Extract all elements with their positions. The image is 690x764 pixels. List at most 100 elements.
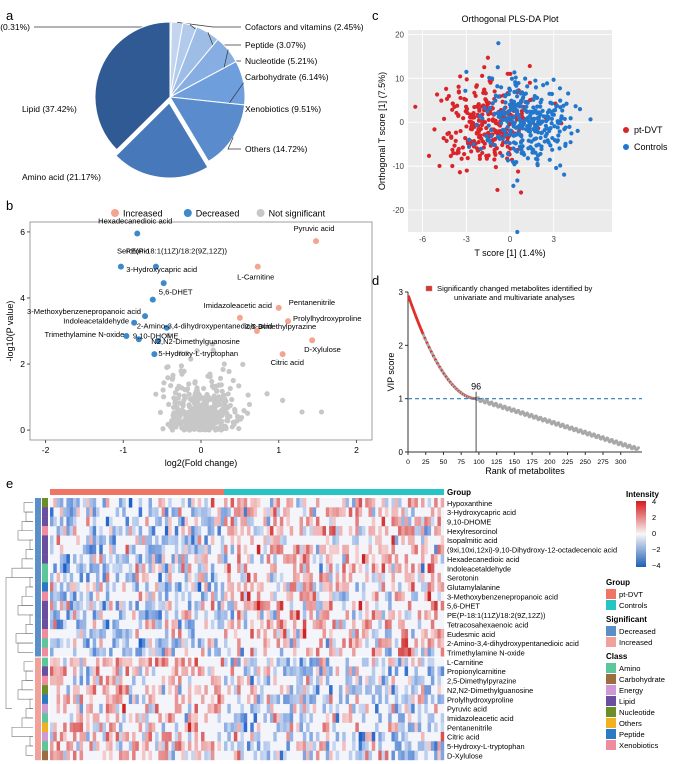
heatmap-cell xyxy=(220,610,225,620)
opls-point-pt-dvt xyxy=(488,80,493,85)
heatmap-cell xyxy=(424,544,428,555)
heatmap-cell xyxy=(145,722,149,733)
opls-point-pt-dvt xyxy=(486,117,491,123)
heatmap-cell xyxy=(325,713,330,723)
heatmap-row-label: Citric acid xyxy=(447,733,479,742)
heatmap-cell xyxy=(151,591,156,602)
heatmap-row-class xyxy=(42,675,48,686)
heatmap-cell xyxy=(79,619,84,630)
heatmap-cell xyxy=(174,694,179,705)
heatmap-cell xyxy=(86,544,90,555)
heatmap-cell xyxy=(309,572,313,583)
heatmap-cell xyxy=(332,722,336,733)
heatmap-cell xyxy=(250,498,254,508)
heatmap-cell xyxy=(184,713,189,723)
heatmap-cell xyxy=(76,694,80,705)
opls-point-pt-dvt xyxy=(465,156,470,161)
heatmap-cell xyxy=(421,544,425,555)
heatmap-cell xyxy=(378,544,382,555)
heatmap-cell xyxy=(50,647,54,658)
vip-xtick-label: 250 xyxy=(580,459,592,466)
heatmap-cell xyxy=(427,526,432,536)
volcano-point-label: 5-Hydroxy-L-tryptophan xyxy=(158,349,238,358)
heatmap-cell xyxy=(398,657,402,667)
heatmap-cell xyxy=(309,591,313,602)
heatmap-cell xyxy=(102,619,107,630)
heatmap-cell xyxy=(214,685,218,695)
heatmap-cell xyxy=(53,750,57,761)
heatmap-cell xyxy=(194,507,198,517)
heatmap-row-significant xyxy=(35,600,41,611)
opls-point-controls xyxy=(531,105,536,110)
heatmap-cell xyxy=(256,544,261,555)
heatmap-cell xyxy=(56,675,61,686)
heatmap-cell xyxy=(86,572,90,583)
opls-point-pt-dvt xyxy=(477,153,482,158)
heatmap-cell xyxy=(421,741,425,751)
opls-point-pt-dvt xyxy=(492,150,497,155)
heatmap-cell xyxy=(240,516,244,527)
heatmap-cell xyxy=(95,582,100,592)
heatmap-cell xyxy=(329,629,333,639)
opls-point-pt-dvt xyxy=(460,145,465,150)
dendrogram-branch xyxy=(25,624,33,634)
heatmap-cell xyxy=(358,563,363,574)
heatmap-cell xyxy=(250,600,254,611)
heatmap-cell xyxy=(276,507,281,517)
heatmap-cell xyxy=(335,526,340,536)
heatmap-cell xyxy=(109,535,113,545)
heatmap-cell xyxy=(112,722,116,733)
heatmap-cell xyxy=(145,516,149,527)
opls-point-controls xyxy=(512,107,517,112)
heatmap-row-label: Serotonin xyxy=(447,574,479,583)
volcano-ytick-label: 2 xyxy=(20,359,25,369)
heatmap-cell xyxy=(384,526,389,536)
heatmap-cell xyxy=(375,638,379,648)
heatmap-cell xyxy=(86,535,90,545)
heatmap-cell xyxy=(279,619,284,630)
heatmap-cell xyxy=(378,647,382,658)
heatmap-cell xyxy=(148,507,152,517)
heatmap-cell xyxy=(151,544,156,555)
heatmap-cell xyxy=(424,516,428,527)
class-legend-swatch xyxy=(606,729,616,739)
heatmap-cell xyxy=(325,610,330,620)
heatmap-cell xyxy=(161,750,166,761)
heatmap-cell xyxy=(105,498,110,508)
heatmap-cell xyxy=(207,507,212,517)
heatmap-cell xyxy=(312,685,317,695)
heatmap-cell xyxy=(178,507,182,517)
heatmap-cell xyxy=(352,741,356,751)
opls-point-controls xyxy=(515,229,520,235)
heatmap-cell xyxy=(132,666,136,676)
heatmap-cell xyxy=(105,619,110,630)
heatmap-cell xyxy=(128,741,133,751)
heatmap-cell xyxy=(174,619,179,630)
heatmap-cell xyxy=(112,535,116,545)
heatmap-cell xyxy=(220,657,225,667)
heatmap-cell xyxy=(296,610,300,620)
heatmap-cell xyxy=(289,703,294,714)
heatmap-cell xyxy=(302,591,307,602)
heatmap-cell xyxy=(342,582,346,592)
volcano-point xyxy=(168,422,174,428)
heatmap-cell xyxy=(322,572,326,583)
heatmap-cell xyxy=(368,544,372,555)
heatmap-cell xyxy=(260,694,264,705)
heatmap-cell xyxy=(115,600,120,611)
heatmap-cell xyxy=(368,685,372,695)
opls-point-controls xyxy=(514,103,519,108)
heatmap-cell xyxy=(118,554,123,564)
opls-point-controls xyxy=(510,159,515,164)
heatmap-cell xyxy=(79,563,84,574)
heatmap-cell xyxy=(227,703,231,714)
heatmap-cell xyxy=(404,507,409,517)
heatmap-cell xyxy=(296,741,300,751)
heatmap-cell xyxy=(302,713,307,723)
heatmap-cell xyxy=(253,572,258,583)
heatmap-cell xyxy=(342,741,346,751)
heatmap-cell xyxy=(122,685,126,695)
heatmap-cell xyxy=(404,647,409,658)
heatmap-cell xyxy=(194,535,198,545)
